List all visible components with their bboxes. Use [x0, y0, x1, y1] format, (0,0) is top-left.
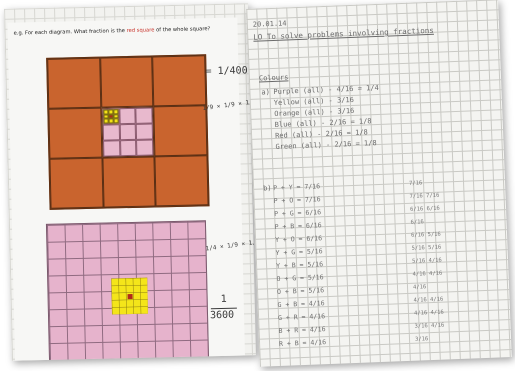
sum-row: Y + B = 5/16 — [275, 260, 324, 271]
yellow-subcell — [101, 108, 120, 125]
orange-cell — [99, 56, 154, 108]
lesson-objective: LO To solve problems involving fractions — [253, 25, 434, 42]
right-column-row: 4/16 — [412, 284, 427, 291]
sum-row: P + G = 6/16 — [273, 208, 322, 219]
colours-label: Colours — [258, 73, 289, 83]
yellow-tiny-cell — [113, 118, 119, 124]
sum-row: P + Y = 7/16 — [272, 182, 321, 193]
sum-row: O + G = 5/16 — [276, 273, 324, 283]
right-column-row: 7/16 7/16 — [409, 192, 440, 200]
pink-square-diagram — [45, 220, 210, 361]
right-column-row: 7/16 — [408, 180, 423, 187]
question-prefix: e.g. For each diagram. What fraction is … — [13, 28, 127, 37]
colour-row: Blue (all) - 2/16 = 1/8 — [274, 117, 372, 129]
right-column-row: 4/16 4/16 — [412, 270, 443, 278]
right-column-row: 3/16 4/16 — [414, 322, 445, 330]
right-column-row: 6/16 — [410, 219, 424, 226]
sum-row: O + B = 5/16 — [276, 286, 325, 296]
orange-cell — [49, 157, 104, 209]
pink-subcell — [136, 123, 154, 140]
handwritten-notes: 20.01.14 LO To solve problems involving … — [246, 0, 512, 367]
answer-bottom-denominator: 3600 — [209, 309, 235, 322]
colour-row: Orange (all) - 3/16 — [274, 106, 355, 118]
sum-row: P + O = 7/16 — [273, 195, 321, 206]
pink-subcell — [102, 124, 120, 141]
pink-subcell — [135, 107, 154, 124]
right-column-row: 5/16 5/16 — [411, 244, 442, 252]
orange-cell — [48, 107, 103, 159]
notebook-page-right: 20.01.14 LO To solve problems involving … — [246, 0, 512, 367]
orange-cell — [47, 57, 101, 109]
question-suffix: of the whole square? — [154, 26, 211, 34]
answer-top: = 1/400 — [205, 65, 248, 78]
date: 20.01.14 — [252, 19, 287, 29]
colour-row: Yellow (all) - 3/16 — [273, 95, 355, 107]
colour-row: Purple (all) - 4/16 = 1/4 — [273, 83, 379, 96]
right-column-row: 5/16 4/16 — [411, 257, 442, 265]
pink-subcell — [136, 139, 154, 156]
pink-subcell — [118, 107, 137, 125]
pink-center-cell — [100, 106, 155, 158]
colour-row: Red (all) - 2/16 = 1/8 — [274, 128, 368, 140]
sum-row: Y + O = 6/16 — [274, 234, 323, 245]
orange-cell — [152, 55, 207, 107]
sum-row: P + B = 6/16 — [274, 221, 322, 232]
red-square — [127, 293, 133, 300]
orange-cell — [154, 155, 209, 207]
orange-square-diagram — [46, 54, 210, 210]
orange-cell — [153, 105, 208, 157]
right-column-row: 4/16 4/16 — [413, 309, 444, 317]
part-a-marker: a) — [261, 88, 271, 97]
sum-row: Y + G = 5/16 — [275, 247, 323, 258]
pink-subcell — [119, 123, 137, 141]
worksheet-page-left: e.g. For each diagram. What fraction is … — [4, 3, 256, 361]
right-column-row: 6/16 6/16 — [409, 205, 440, 213]
question-text: e.g. For each diagram. What fraction is … — [13, 26, 236, 37]
sum-row: G + R = 4/16 — [277, 312, 326, 322]
sum-row: R + B = 4/16 — [278, 338, 327, 348]
question-red-highlight: red square — [126, 27, 155, 35]
pink-subcell — [119, 139, 137, 157]
right-column-row: 6/16 5/16 — [410, 231, 441, 239]
sum-row: B + R = 4/16 — [278, 325, 326, 335]
right-column-row: 4/16 4/16 — [413, 296, 444, 304]
sum-row: G + B = 4/16 — [277, 299, 325, 309]
orange-cell — [102, 156, 156, 208]
colour-row: Green (all) - 2/16 = 1/8 — [275, 139, 377, 151]
part-b-marker: b) — [262, 184, 272, 193]
answer-bottom-numerator: 1 — [220, 293, 227, 305]
pink-subcell — [102, 140, 120, 157]
right-column-row: 3/16 — [414, 336, 429, 343]
